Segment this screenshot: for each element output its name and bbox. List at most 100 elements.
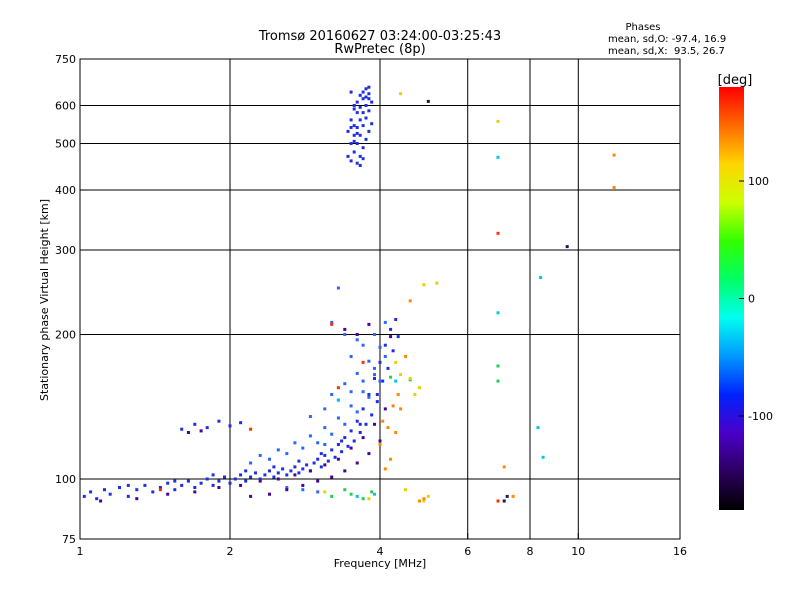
data-point xyxy=(358,164,362,167)
data-point xyxy=(355,111,359,115)
data-point xyxy=(413,393,417,396)
data-point xyxy=(316,441,320,445)
data-point xyxy=(82,494,86,498)
data-point xyxy=(336,386,340,390)
data-point xyxy=(367,109,371,113)
data-point xyxy=(180,483,184,487)
data-point xyxy=(228,481,232,485)
data-point xyxy=(118,486,121,489)
plot-frame xyxy=(79,58,681,540)
data-point xyxy=(180,427,184,431)
data-point xyxy=(211,483,215,487)
data-point xyxy=(340,439,344,443)
data-point xyxy=(496,379,500,383)
data-point xyxy=(199,429,203,433)
data-point xyxy=(330,393,334,396)
data-point xyxy=(349,159,353,163)
phase-stats-heading: Phases xyxy=(625,22,660,33)
data-point xyxy=(352,150,356,154)
data-point xyxy=(378,345,382,349)
data-point xyxy=(263,473,267,477)
data-point xyxy=(343,436,347,440)
x-tick-label: 4 xyxy=(377,545,384,558)
data-point xyxy=(272,465,276,469)
data-point xyxy=(422,283,426,287)
data-point xyxy=(361,90,365,94)
data-point xyxy=(276,448,280,452)
data-point xyxy=(399,373,403,377)
data-point xyxy=(496,499,500,503)
data-point xyxy=(355,338,359,342)
data-point xyxy=(336,416,340,420)
data-point xyxy=(301,467,305,471)
data-point xyxy=(352,104,356,107)
data-point xyxy=(394,360,398,364)
data-point xyxy=(349,90,353,94)
data-point xyxy=(502,499,506,503)
phase-stats-x: mean, sd,X: 93.5, 26.7 xyxy=(608,46,725,57)
data-point xyxy=(293,465,297,469)
data-point xyxy=(301,488,305,492)
data-point xyxy=(151,490,155,494)
data-point xyxy=(330,475,334,479)
data-point xyxy=(565,245,569,249)
data-point xyxy=(355,371,359,375)
data-point xyxy=(346,129,350,133)
x-tick-label: 2 xyxy=(227,545,234,558)
data-point xyxy=(399,407,403,411)
data-point xyxy=(316,479,320,483)
data-point xyxy=(370,122,374,126)
data-point xyxy=(349,126,353,129)
data-point xyxy=(408,377,412,380)
data-point xyxy=(355,410,359,414)
data-point xyxy=(323,490,327,494)
data-point xyxy=(340,450,344,454)
data-point xyxy=(336,457,340,461)
data-point xyxy=(422,499,426,503)
data-point xyxy=(355,100,359,104)
colorbar-label: [deg] xyxy=(718,73,753,88)
data-point xyxy=(217,479,221,483)
data-point xyxy=(358,431,362,434)
data-point xyxy=(404,355,407,358)
colorbar-tick-label: 0 xyxy=(748,293,755,306)
data-point xyxy=(364,87,368,91)
data-point xyxy=(378,360,382,364)
data-point xyxy=(358,154,362,158)
data-point xyxy=(343,333,347,336)
data-point xyxy=(268,457,271,461)
data-point xyxy=(361,407,365,411)
data-point xyxy=(367,395,371,399)
data-point xyxy=(349,142,353,145)
data-point xyxy=(383,320,387,324)
data-point xyxy=(349,492,353,496)
y-tick-label: 500 xyxy=(55,138,76,151)
data-point xyxy=(346,444,350,448)
data-point xyxy=(217,419,221,423)
data-point xyxy=(308,434,312,438)
colorbar-ticks: 100 0 -100 xyxy=(739,175,773,423)
data-point xyxy=(276,477,280,481)
y-tick-label: 75 xyxy=(62,533,76,546)
data-point xyxy=(373,333,376,336)
data-point xyxy=(326,459,330,463)
data-point xyxy=(375,393,379,396)
data-point xyxy=(99,499,103,503)
y-tick-label: 200 xyxy=(55,329,76,342)
data-point xyxy=(301,483,305,487)
data-point xyxy=(367,92,371,96)
data-point xyxy=(244,469,248,473)
data-point xyxy=(108,492,112,496)
data-point xyxy=(312,461,316,465)
data-point xyxy=(383,343,387,347)
data-point xyxy=(496,155,500,159)
data-point xyxy=(158,488,162,492)
data-point xyxy=(418,386,421,390)
data-point xyxy=(408,299,412,303)
data-point xyxy=(394,431,398,434)
data-point xyxy=(193,490,197,494)
data-point xyxy=(496,119,500,123)
data-point xyxy=(349,118,353,122)
data-point xyxy=(373,366,376,370)
data-point xyxy=(361,343,365,347)
